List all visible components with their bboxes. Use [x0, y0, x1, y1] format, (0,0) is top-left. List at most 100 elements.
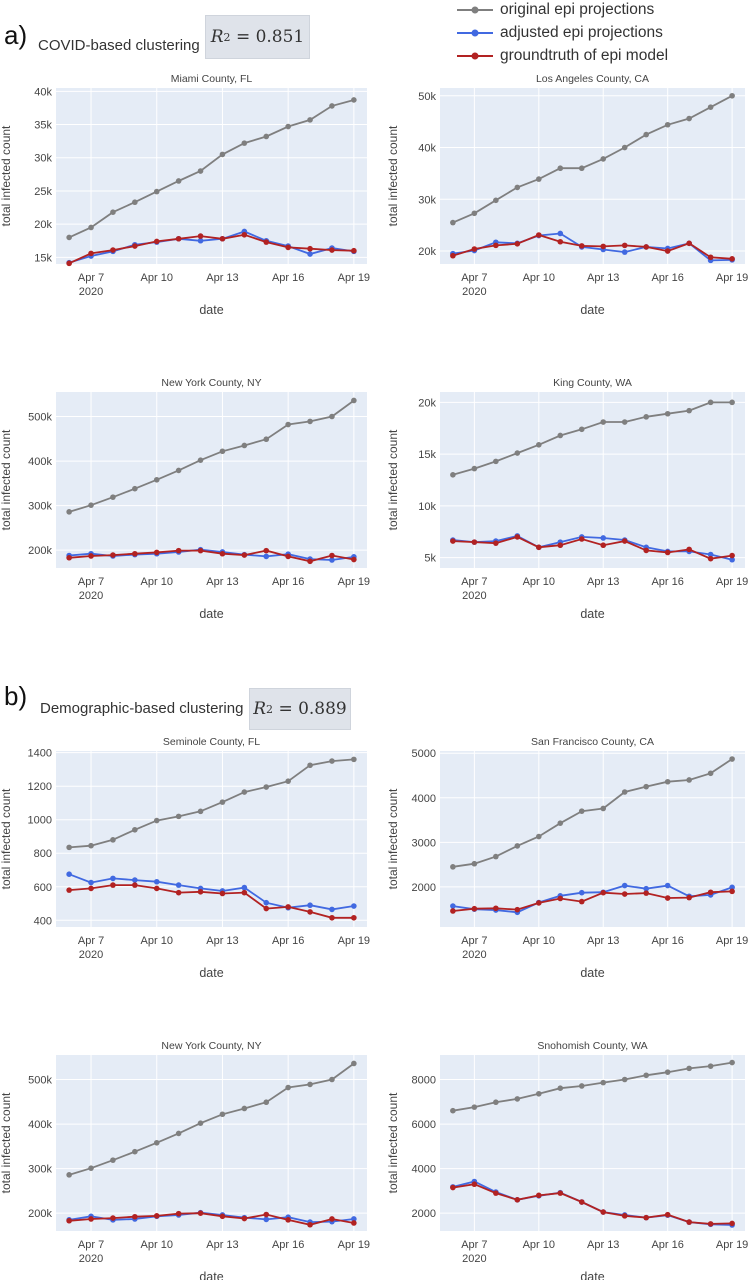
point-original	[707, 399, 714, 406]
point-groundtruth	[219, 1213, 226, 1220]
point-adjusted	[729, 556, 735, 563]
y-tick-label: 4000	[412, 1164, 436, 1176]
point-original	[263, 784, 270, 790]
point-original	[621, 789, 628, 795]
point-original	[241, 442, 248, 449]
point-groundtruth	[664, 248, 671, 254]
point-original	[110, 494, 116, 500]
y-tick-label: 1400	[28, 748, 52, 760]
y-tick-label: 8000	[412, 1075, 436, 1087]
y-tick-label: 2000	[412, 1208, 436, 1220]
point-groundtruth	[621, 538, 628, 544]
subplot-6: 2000 3000 4000 5000 Apr 7 2020 Apr 10 Apr 13 Apr…	[386, 736, 748, 980]
point-original	[88, 224, 94, 231]
subplot-4: 5k 10k 15k 20k Apr 7 2020 Apr 10 Apr 13 Apr 16 Ap…	[386, 377, 748, 621]
x-tick-label: Apr 13	[587, 272, 619, 284]
x-tick-label: Apr 7	[461, 1239, 487, 1251]
point-groundtruth	[664, 549, 671, 556]
point-original	[307, 1081, 313, 1088]
x-tick-label: Apr 7	[461, 935, 487, 947]
subplot-title: Seminole County, FL	[163, 736, 260, 748]
x-tick-label: Apr 10	[523, 1239, 555, 1251]
point-original	[153, 188, 160, 195]
y-tick-label: 200k	[28, 545, 52, 557]
y-axis-label: total infected count	[0, 788, 13, 889]
x-tick-label: Apr 10	[141, 935, 173, 947]
point-groundtruth	[664, 895, 671, 901]
point-adjusted	[132, 877, 138, 883]
point-groundtruth	[643, 547, 649, 554]
point-groundtruth	[329, 914, 335, 921]
x-tick-label: Apr 7	[78, 935, 104, 947]
legend-label-groundtruth: groundtruth of epi model	[500, 47, 669, 64]
point-groundtruth	[88, 885, 94, 892]
point-original	[643, 131, 649, 138]
x-tick-label: Apr 13	[587, 1239, 619, 1251]
y-axis-label: total infected count	[386, 125, 400, 226]
point-groundtruth	[219, 235, 226, 242]
y-axis-label: total infected count	[0, 429, 13, 530]
series-line-groundtruth	[452, 234, 733, 260]
point-original	[664, 121, 671, 128]
point-original	[197, 457, 204, 463]
point-original	[557, 165, 564, 172]
point-original	[536, 1090, 542, 1097]
point-original	[536, 442, 542, 448]
plot-area	[56, 392, 367, 568]
y-tick-label: 40k	[34, 86, 52, 98]
point-groundtruth	[153, 238, 160, 245]
point-original	[219, 799, 226, 805]
point-original	[307, 762, 313, 769]
subplot-title: San Francisco County, CA	[531, 736, 654, 748]
point-original	[643, 1072, 649, 1079]
point-original	[263, 1099, 270, 1106]
point-original	[514, 450, 521, 456]
y-tick-label: 30k	[418, 194, 436, 206]
point-original	[471, 465, 478, 472]
point-adjusted	[351, 1216, 357, 1222]
section-a-letter: a)	[4, 20, 28, 50]
point-original	[197, 1120, 204, 1126]
point-adjusted	[307, 251, 313, 257]
point-groundtruth	[578, 243, 585, 249]
point-original	[351, 756, 357, 763]
point-groundtruth	[578, 898, 585, 905]
point-groundtruth	[175, 235, 182, 242]
series-line-groundtruth	[452, 1183, 733, 1225]
point-groundtruth	[471, 1181, 478, 1188]
point-original	[110, 837, 116, 843]
subplot-2: 20k 30k 40k 50k Apr 7 2020 Apr 10 Apr 13 Apr 16 A…	[386, 73, 748, 317]
point-adjusted	[197, 237, 204, 244]
point-original	[285, 421, 291, 428]
point-groundtruth	[707, 1221, 714, 1227]
point-original	[686, 777, 692, 783]
point-adjusted	[643, 885, 649, 892]
point-original	[66, 509, 72, 515]
point-groundtruth	[88, 250, 94, 257]
point-original	[307, 117, 313, 123]
point-groundtruth	[729, 552, 735, 559]
point-adjusted	[153, 878, 160, 885]
series-line-groundtruth	[69, 1212, 355, 1226]
point-groundtruth	[557, 1190, 564, 1196]
point-original	[153, 1139, 160, 1146]
point-groundtruth	[66, 260, 72, 267]
point-original	[450, 219, 456, 226]
x-axis-label: date	[580, 1270, 604, 1280]
point-groundtruth	[132, 1213, 138, 1220]
point-groundtruth	[329, 247, 335, 253]
point-original	[110, 209, 116, 215]
point-groundtruth	[686, 240, 692, 247]
point-original	[153, 817, 160, 824]
point-original	[197, 808, 204, 815]
point-original	[132, 199, 138, 206]
x-tick-label: Apr 16	[651, 576, 683, 588]
point-original	[664, 778, 671, 785]
point-original	[664, 410, 671, 417]
point-groundtruth	[263, 547, 270, 554]
x-tick-label: Apr 10	[141, 1239, 173, 1251]
point-original	[66, 844, 72, 851]
x-tick-label: Apr 7	[78, 272, 104, 284]
point-groundtruth	[263, 239, 270, 245]
section-b-r2-label: R	[253, 699, 267, 719]
